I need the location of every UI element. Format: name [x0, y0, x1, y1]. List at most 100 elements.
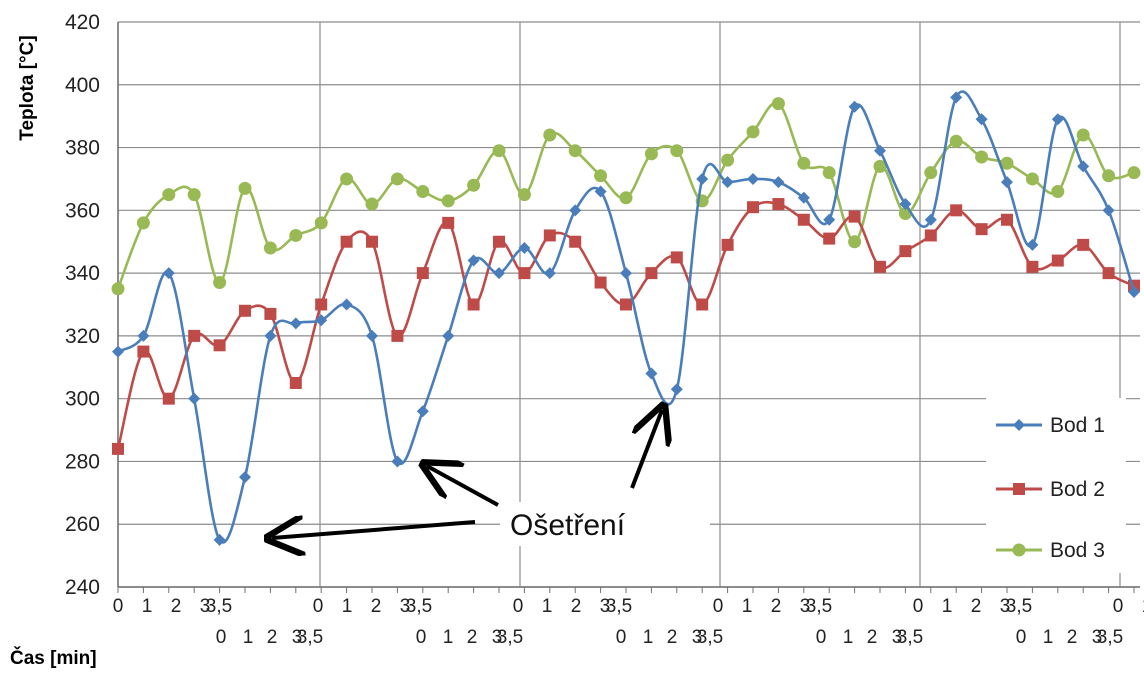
x-tick-label: 3,5 — [206, 596, 232, 617]
y-tick-label: 420 — [65, 11, 100, 34]
data-point-bod-2 — [1001, 213, 1013, 226]
x-tick-label: 2 — [171, 596, 182, 617]
x-tick-label: 0 — [616, 627, 627, 648]
data-point-bod-2 — [975, 223, 988, 236]
data-point-bod-3 — [441, 194, 455, 208]
data-point-bod-1 — [137, 329, 150, 342]
data-point-bod-3 — [187, 188, 201, 202]
data-point-bod-1 — [264, 329, 277, 342]
data-point-bod-2 — [569, 235, 582, 248]
data-point-bod-1 — [1077, 160, 1090, 173]
data-point-bod-2 — [797, 213, 810, 226]
y-tick-label: 320 — [65, 325, 100, 348]
series-line-bod-2 — [116, 200, 1135, 450]
data-point-bod-2 — [924, 229, 937, 242]
data-point-bod-2 — [1051, 254, 1064, 267]
data-point-bod-2 — [416, 267, 429, 280]
data-point-bod-2 — [721, 238, 734, 251]
data-point-bod-1 — [721, 176, 734, 189]
data-point-bod-2 — [1102, 267, 1115, 280]
data-point-bod-2 — [213, 339, 226, 352]
x-tick-label: 3,5 — [297, 627, 323, 648]
data-point-bod-1 — [1128, 285, 1140, 298]
y-tick-label: 260 — [65, 513, 100, 536]
legend-entry-bod-1: Bod 1 — [996, 414, 1105, 437]
data-point-bod-1 — [874, 144, 886, 157]
legend-background — [986, 398, 1126, 573]
data-point-bod-3 — [949, 134, 963, 148]
x-tick-label: 2 — [571, 596, 582, 617]
data-point-bod-1 — [188, 392, 201, 405]
x-tick-label: 0 — [1113, 596, 1124, 617]
x-tick-label: 0 — [713, 596, 724, 617]
legend-entry-bod-2: Bod 2 — [996, 478, 1105, 501]
x-tick-label: 0 — [513, 596, 524, 617]
x-tick-label: 3,5 — [806, 596, 832, 617]
legend-label-bod-1: Bod 1 — [1050, 414, 1105, 437]
data-point-bod-3 — [543, 128, 557, 142]
data-point-bod-1 — [645, 367, 658, 380]
data-point-bod-3 — [340, 172, 354, 186]
x-tick-label: 3 — [292, 627, 303, 648]
x-tick-label: 2 — [771, 596, 782, 617]
data-point-bod-2 — [112, 442, 124, 455]
data-point-bod-3 — [314, 216, 328, 230]
x-tick-label: 0 — [1016, 627, 1027, 648]
data-point-bod-1 — [493, 267, 505, 280]
data-point-bod-3 — [1025, 172, 1039, 186]
x-tick-label: 1 — [942, 596, 953, 617]
data-point-bod-3 — [1102, 169, 1116, 183]
data-point-bod-3 — [1076, 128, 1090, 142]
x-tick-label: 1 — [1142, 596, 1144, 617]
x-tick-label: 0 — [913, 596, 924, 617]
x-tick-label: 3,5 — [1097, 627, 1123, 648]
data-point-bod-2 — [594, 276, 607, 289]
data-point-bod-3 — [289, 228, 303, 242]
data-point-bod-2 — [1077, 238, 1090, 251]
data-point-bod-3 — [263, 241, 277, 255]
data-point-bod-2 — [366, 235, 378, 248]
data-point-bod-1 — [1102, 204, 1115, 217]
data-point-bod-3 — [594, 169, 608, 183]
data-point-bod-2 — [899, 245, 912, 258]
x-tick-label: 0 — [313, 596, 324, 617]
data-point-bod-1 — [924, 213, 937, 226]
y-axis-tick-labels: 240 260 280 300 320 340 360 380 400 420 — [65, 11, 100, 599]
y-tick-label: 360 — [65, 199, 100, 222]
data-series — [111, 90, 1141, 546]
annotation-group: Ošetření — [272, 410, 710, 546]
y-tick-label: 240 — [65, 576, 100, 599]
legend-marker-bod-1 — [1013, 419, 1025, 431]
data-point-bod-2 — [340, 235, 353, 248]
data-point-bod-2 — [696, 298, 709, 311]
axes — [117, 22, 1140, 593]
data-point-bod-3 — [670, 144, 684, 158]
data-point-bod-1 — [772, 176, 785, 189]
x-tick-label: 3,5 — [497, 627, 523, 648]
x-tick-label: 1 — [142, 596, 153, 617]
x-tick-label: 1 — [1043, 627, 1054, 648]
data-point-bod-2 — [264, 307, 277, 320]
data-point-bod-3 — [568, 144, 582, 158]
x-tick-label: 3 — [800, 596, 811, 617]
data-point-bod-2 — [747, 201, 759, 214]
y-tick-label: 340 — [65, 262, 100, 285]
x-tick-label: 1 — [742, 596, 753, 617]
x-tick-label: 3,5 — [1006, 596, 1032, 617]
x-tick-label: 1 — [342, 596, 353, 617]
data-point-bod-2 — [315, 298, 328, 311]
data-point-bod-1 — [518, 242, 531, 254]
legend: Bod 1 Bod 2 Bod 3 — [986, 398, 1126, 573]
x-tick-label: 2 — [667, 627, 678, 648]
data-point-bod-2 — [645, 267, 658, 280]
x-tick-label: 3,5 — [897, 627, 923, 648]
y-tick-label: 300 — [65, 388, 100, 411]
data-point-bod-2 — [467, 298, 480, 311]
data-point-bod-2 — [391, 329, 404, 342]
legend-label-bod-3: Bod 3 — [1050, 539, 1105, 562]
data-point-bod-3 — [136, 216, 150, 230]
data-point-bod-1 — [1051, 113, 1064, 126]
data-point-bod-3 — [848, 235, 862, 249]
data-point-bod-1 — [620, 267, 632, 280]
x-tick-label: 2 — [467, 627, 478, 648]
